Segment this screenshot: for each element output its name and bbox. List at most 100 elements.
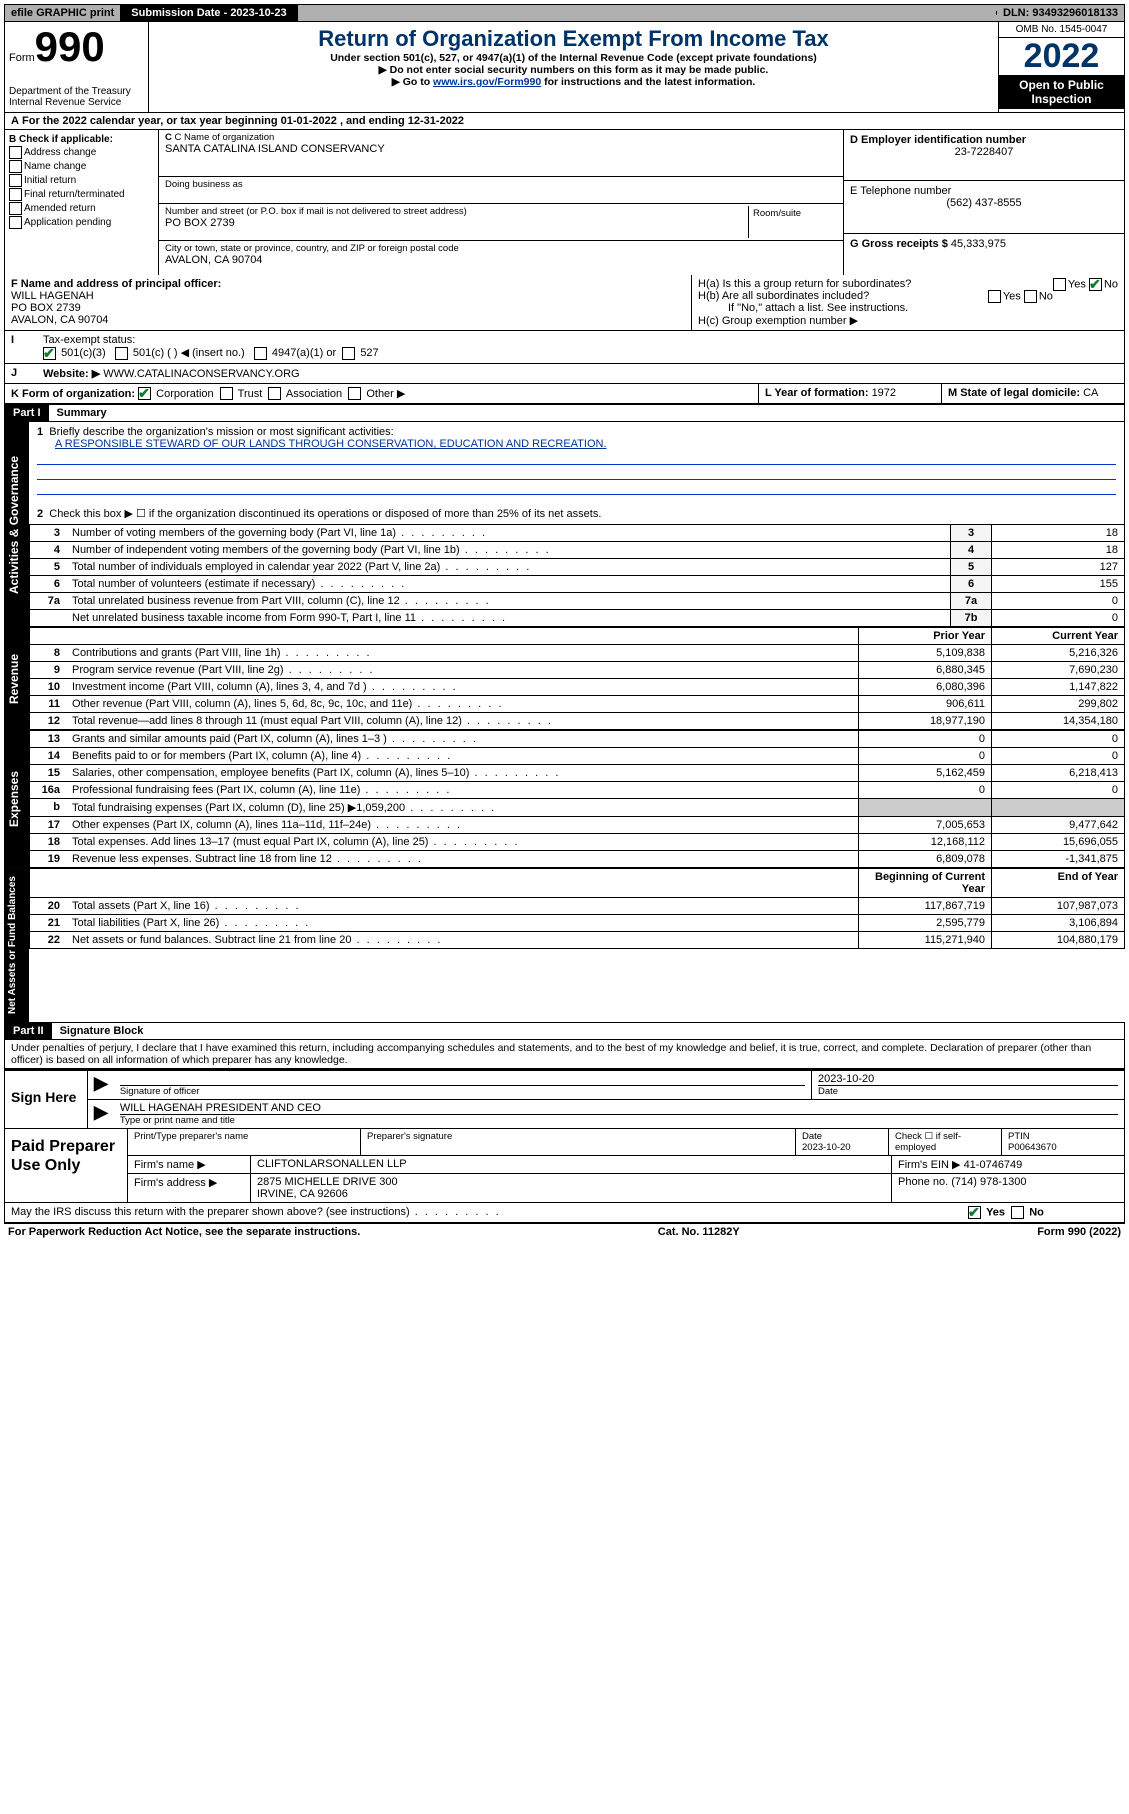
ha-label: H(a) Is this a group return for subordin… <box>698 278 911 290</box>
prep-h5: PTIN <box>1008 1131 1030 1142</box>
section-revenue: Revenue Prior YearCurrent Year8Contribut… <box>4 627 1125 730</box>
prep-h3: Date <box>802 1131 822 1142</box>
cb-assoc[interactable] <box>268 387 281 400</box>
section-governance: Activities & Governance 1 Briefly descri… <box>4 422 1125 627</box>
omb-label: OMB No. 1545-0047 <box>999 22 1124 38</box>
may-yes-cb[interactable] <box>968 1206 981 1219</box>
cb-initial-return[interactable]: Initial return <box>9 174 154 187</box>
org-addr: PO BOX 2739 <box>165 217 748 229</box>
sig-officer-label: Signature of officer <box>120 1086 805 1097</box>
hb-no-cb[interactable] <box>1024 290 1037 303</box>
mission-line2 <box>37 465 1116 480</box>
topbar-spacer <box>298 11 997 15</box>
arrow-icon: ▶ <box>88 1071 114 1099</box>
section-expenses: Expenses 13Grants and similar amounts pa… <box>4 730 1125 868</box>
mission-line1 <box>37 450 1116 465</box>
officer-addr2: AVALON, CA 90704 <box>11 314 108 326</box>
part2-label: Part II <box>5 1023 52 1039</box>
checkb-header: B Check if applicable: <box>9 134 113 145</box>
sig-date: 2023-10-20 <box>818 1073 1118 1086</box>
i-label: Tax-exempt status: <box>43 334 135 346</box>
footer-left: For Paperwork Reduction Act Notice, see … <box>8 1226 360 1238</box>
cb-501c[interactable] <box>115 347 128 360</box>
form990-link[interactable]: www.irs.gov/Form990 <box>433 76 541 88</box>
addr-label: Number and street (or P.O. box if mail i… <box>165 206 748 217</box>
ha-no-cb[interactable] <box>1089 278 1102 291</box>
form-subtitle: Under section 501(c), 527, or 4947(a)(1)… <box>157 52 990 64</box>
officer-addr1: PO BOX 2739 <box>11 302 81 314</box>
footer-right: Form 990 (2022) <box>1037 1226 1121 1238</box>
row-j: J Website: ▶ WWW.CATALINACONSERVANCY.ORG <box>4 364 1125 384</box>
rot-expenses: Expenses <box>5 730 29 868</box>
dba-label: Doing business as <box>165 179 837 190</box>
cb-final-return[interactable]: Final return/terminated <box>9 188 154 201</box>
table-governance: 3Number of voting members of the governi… <box>29 524 1125 627</box>
rot-revenue: Revenue <box>5 627 29 730</box>
may-label: May the IRS discuss this return with the… <box>11 1206 410 1218</box>
footer-mid: Cat. No. 11282Y <box>658 1226 740 1238</box>
ha-yes-cb[interactable] <box>1053 278 1066 291</box>
prep-row3: Firm's address ▶ 2875 MICHELLE DRIVE 300… <box>128 1174 1124 1202</box>
right-column-de: D Employer identification number 23-7228… <box>843 130 1124 275</box>
city-label: City or town, state or province, country… <box>165 243 837 254</box>
f-label: F Name and address of principal officer: <box>11 278 221 290</box>
cb-4947[interactable] <box>254 347 267 360</box>
rot-governance: Activities & Governance <box>5 422 29 627</box>
k-label: K Form of organization: <box>11 388 135 400</box>
prep-label: Paid Preparer Use Only <box>5 1129 128 1202</box>
hb-row: H(b) Are all subordinates included? Yes … <box>698 290 1118 302</box>
cb-application-pending[interactable]: Application pending <box>9 216 154 229</box>
room-label: Room/suite <box>748 206 837 238</box>
prep-h2: Preparer's signature <box>361 1129 796 1155</box>
prep-h1: Print/Type preparer's name <box>128 1129 361 1155</box>
h-block: H(a) Is this a group return for subordin… <box>692 275 1124 330</box>
may-no-cb[interactable] <box>1011 1206 1024 1219</box>
g-label: G Gross receipts $ <box>850 238 948 250</box>
page-footer: For Paperwork Reduction Act Notice, see … <box>4 1224 1125 1240</box>
hb-label: H(b) Are all subordinates included? <box>698 290 869 302</box>
cb-amended-return[interactable]: Amended return <box>9 202 154 215</box>
dept-label: Department of the Treasury Internal Reve… <box>9 86 144 108</box>
hb-yes-cb[interactable] <box>988 290 1001 303</box>
cb-name-change[interactable]: Name change <box>9 160 154 173</box>
block-bcd: B Check if applicable: Address change Na… <box>4 130 1125 275</box>
part1-header: Part I Summary <box>4 405 1125 422</box>
table-expenses: 13Grants and similar amounts paid (Part … <box>29 730 1125 868</box>
arrow-icon-2: ▶ <box>88 1100 114 1128</box>
cb-501c3[interactable] <box>43 347 56 360</box>
q2-label: Check this box ▶ ☐ if the organization d… <box>49 508 601 520</box>
paid-preparer-block: Paid Preparer Use Only Print/Type prepar… <box>4 1129 1125 1203</box>
header-mid: Return of Organization Exempt From Incom… <box>149 22 998 112</box>
sign-block: Sign Here ▶ Signature of officer 2023-10… <box>4 1069 1125 1129</box>
form-word: Form <box>9 52 35 64</box>
mid-block-c: C C Name of organization SANTA CATALINA … <box>159 130 843 275</box>
cb-trust[interactable] <box>220 387 233 400</box>
prep-h4: Check ☐ if self-employed <box>889 1129 1002 1155</box>
sig-name-label: Type or print name and title <box>120 1115 1118 1126</box>
cb-other[interactable] <box>348 387 361 400</box>
row-f-h: F Name and address of principal officer:… <box>4 275 1125 331</box>
year-formation: 1972 <box>872 387 896 399</box>
top-bar: efile GRAPHIC print Submission Date - 20… <box>4 4 1125 22</box>
firm-addr-label: Firm's address ▶ <box>128 1174 251 1202</box>
dln-label: DLN: 93493296018133 <box>997 5 1124 21</box>
org-name: SANTA CATALINA ISLAND CONSERVANCY <box>165 143 837 155</box>
submission-date-button[interactable]: Submission Date - 2023-10-23 <box>121 5 297 21</box>
cb-527[interactable] <box>342 347 355 360</box>
ein-value: 23-7228407 <box>850 146 1118 158</box>
table-netassets: Beginning of Current YearEnd of Year20To… <box>29 868 1125 949</box>
header-right: OMB No. 1545-0047 2022 Open to Public In… <box>998 22 1124 112</box>
firm-phone-label: Phone no. <box>898 1176 948 1188</box>
j-label: Website: ▶ <box>43 368 100 380</box>
cb-address-change[interactable]: Address change <box>9 146 154 159</box>
cb-corp[interactable] <box>138 387 151 400</box>
form-header: Form 990 Department of the Treasury Inte… <box>4 22 1125 113</box>
firm-ein-label: Firm's EIN ▶ <box>898 1159 961 1171</box>
website-value: WWW.CATALINACONSERVANCY.ORG <box>103 368 299 380</box>
prep-row1: Print/Type preparer's name Preparer's si… <box>128 1129 1124 1156</box>
mission-text: A RESPONSIBLE STEWARD OF OUR LANDS THROU… <box>37 438 607 450</box>
row-a-period: A For the 2022 calendar year, or tax yea… <box>4 113 1125 130</box>
prep-row2: Firm's name ▶ CLIFTONLARSONALLEN LLP Fir… <box>128 1156 1124 1174</box>
q1-label: Briefly describe the organization's miss… <box>49 426 393 438</box>
l-label: L Year of formation: <box>765 387 872 399</box>
